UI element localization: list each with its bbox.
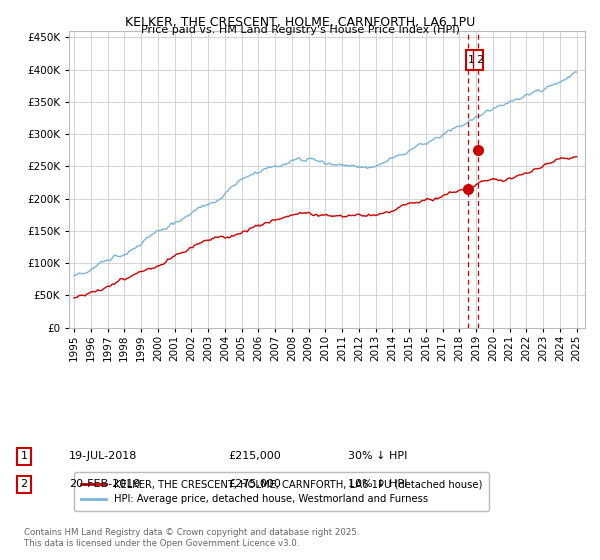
Text: 1: 1 <box>468 55 475 65</box>
Text: KELKER, THE CRESCENT, HOLME, CARNFORTH, LA6 1PU: KELKER, THE CRESCENT, HOLME, CARNFORTH, … <box>125 16 475 29</box>
Text: Contains HM Land Registry data © Crown copyright and database right 2025.
This d: Contains HM Land Registry data © Crown c… <box>24 528 359 548</box>
Text: 2: 2 <box>20 479 28 489</box>
Text: 1: 1 <box>20 451 28 461</box>
Text: 10% ↓ HPI: 10% ↓ HPI <box>348 479 407 489</box>
Text: 20-FEB-2019: 20-FEB-2019 <box>69 479 140 489</box>
Text: £275,000: £275,000 <box>228 479 281 489</box>
Text: £215,000: £215,000 <box>228 451 281 461</box>
Legend: KELKER, THE CRESCENT, HOLME, CARNFORTH, LA6 1PU (detached house), HPI: Average p: KELKER, THE CRESCENT, HOLME, CARNFORTH, … <box>74 472 490 511</box>
Text: 2: 2 <box>476 55 484 65</box>
Text: 30% ↓ HPI: 30% ↓ HPI <box>348 451 407 461</box>
FancyBboxPatch shape <box>466 50 482 69</box>
Text: Price paid vs. HM Land Registry's House Price Index (HPI): Price paid vs. HM Land Registry's House … <box>140 25 460 35</box>
Text: 19-JUL-2018: 19-JUL-2018 <box>69 451 137 461</box>
